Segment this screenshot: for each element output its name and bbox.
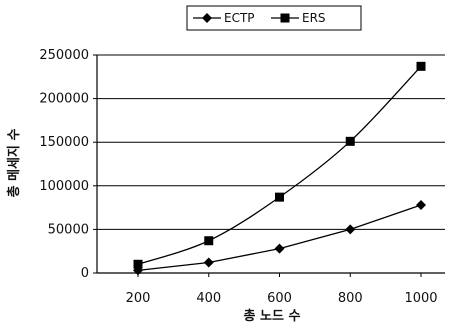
x-tick-label: 400 [196, 291, 221, 306]
y-tick-label: 250000 [39, 48, 89, 63]
x-tick-label: 600 [267, 291, 292, 306]
x-tick-label: 1000 [404, 291, 437, 306]
legend-ers-label: ERS [302, 11, 326, 25]
x-tick-label: 800 [338, 291, 363, 306]
y-axis-title: 총 메세지 수 [6, 129, 22, 198]
series-line-ectp [137, 204, 422, 272]
data-point-ectp [416, 199, 426, 210]
y-ticks: 0 50000 100000 150000 200000 250000 [39, 48, 97, 281]
y-tick-label: 150000 [39, 135, 89, 150]
series [133, 61, 426, 276]
x-ticks: 200 400 600 800 1000 [126, 273, 438, 306]
data-point-ers [275, 192, 284, 202]
series-line-ers [137, 65, 422, 265]
data-point-ers [133, 259, 143, 269]
data-point-ectp [345, 224, 356, 235]
data-point-ers [204, 236, 214, 246]
y-tick-label: 100000 [39, 179, 89, 194]
x-tick-label: 200 [126, 291, 151, 306]
y-tick-label: 0 [81, 266, 89, 281]
series-ectp [133, 199, 426, 276]
legend: ECTP ERS [186, 5, 362, 31]
data-point-ers [416, 61, 426, 71]
data-point-ectp [203, 257, 214, 268]
legend-ers-marker [280, 13, 290, 23]
legend-ectp-label: ECTP [224, 11, 255, 25]
x-axis-title: 총 노드 수 [244, 308, 301, 324]
y-tick-label: 200000 [39, 92, 89, 107]
gridlines [97, 54, 445, 230]
y-tick-label: 50000 [48, 222, 89, 237]
series-ers [133, 61, 426, 269]
legend-ectp-marker [202, 13, 212, 23]
data-point-ers [345, 136, 355, 146]
data-point-ectp [274, 243, 285, 254]
